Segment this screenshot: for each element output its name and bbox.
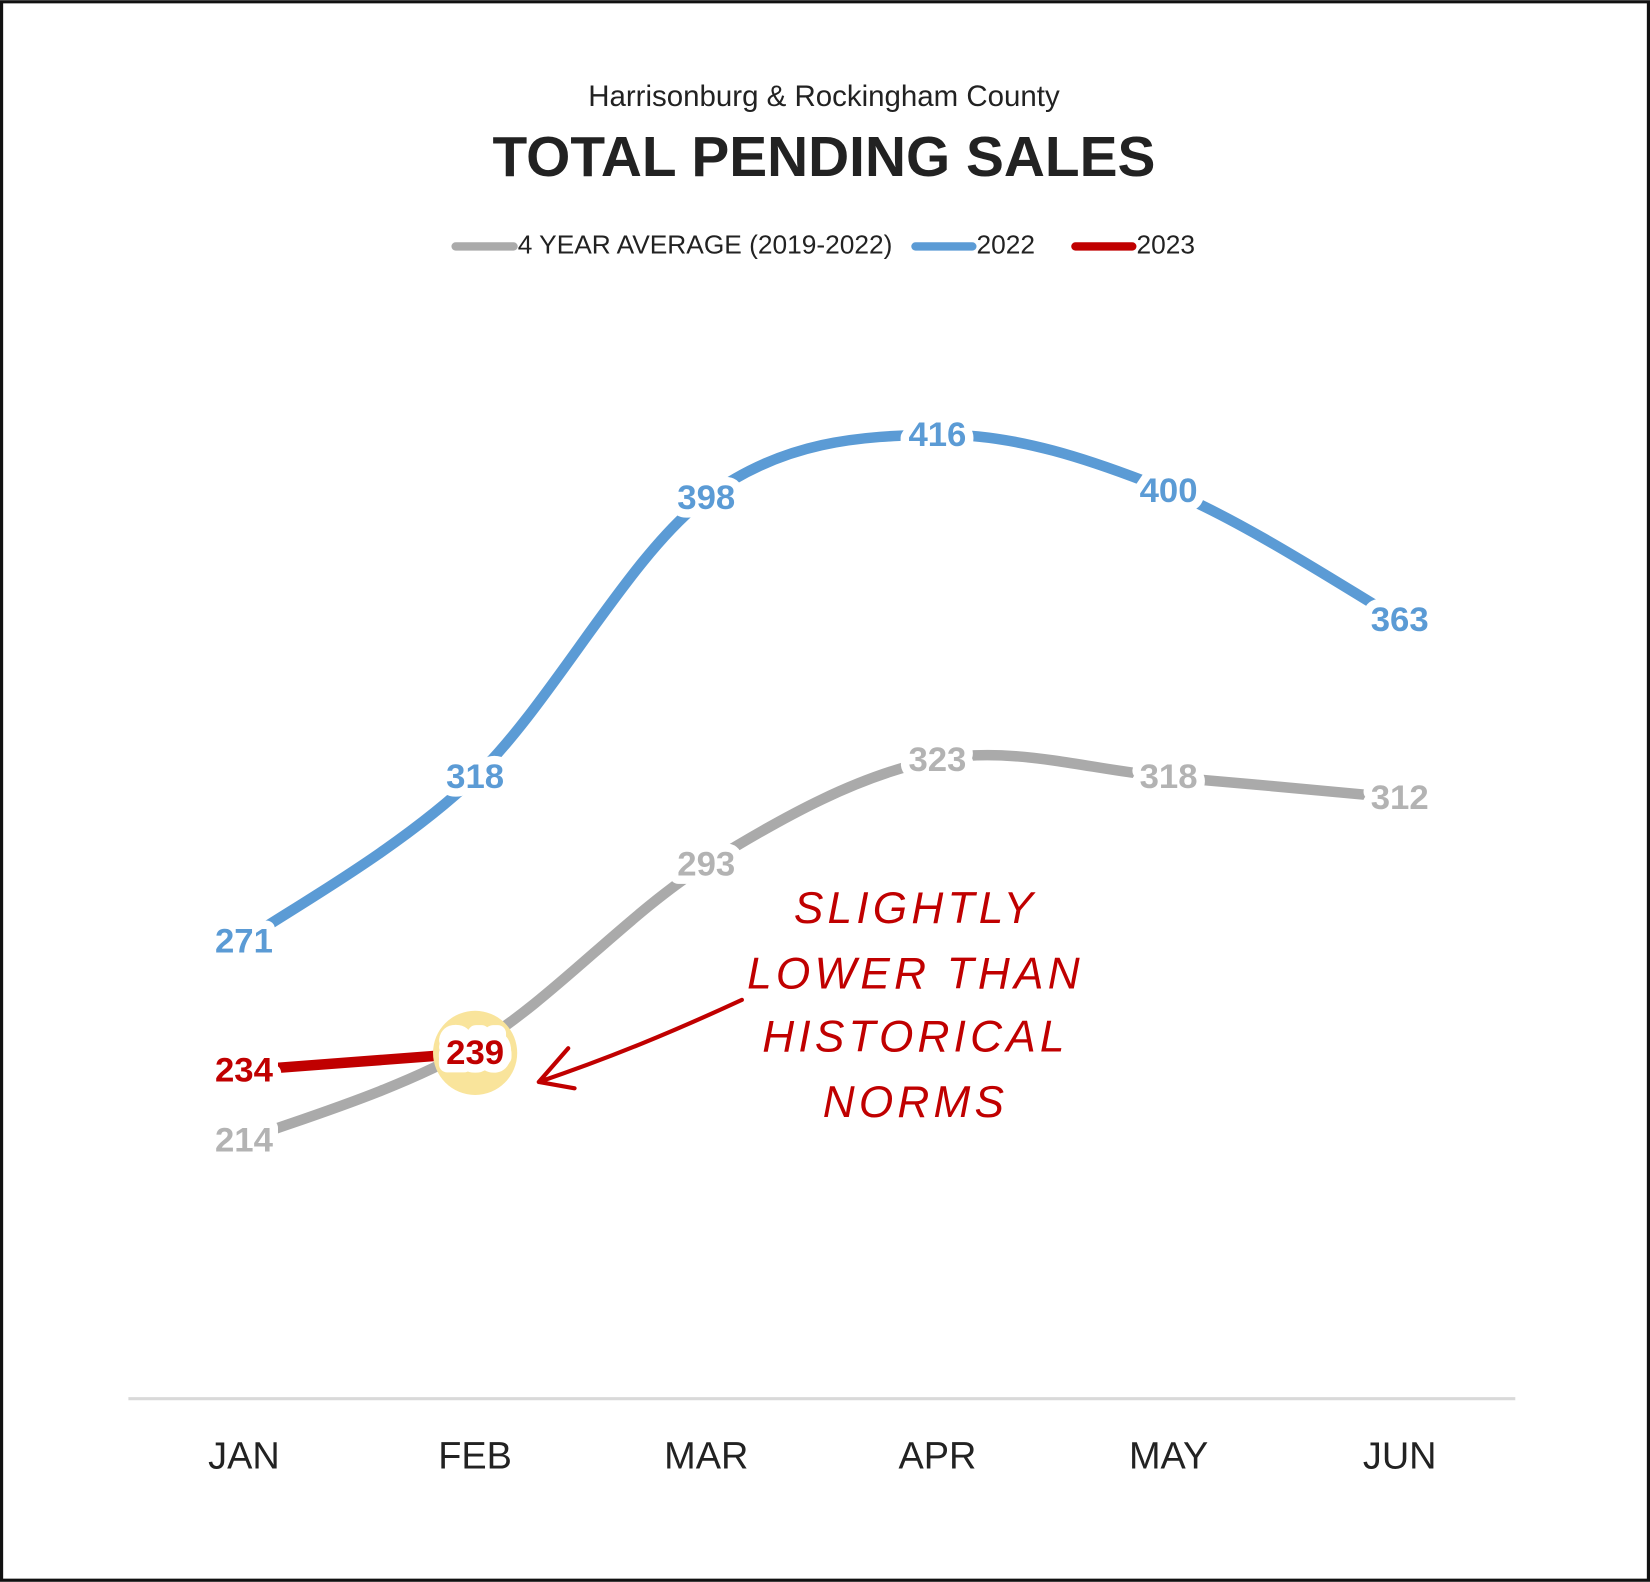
data-label: 312 xyxy=(1371,779,1429,817)
annotation: HISTORICAL xyxy=(762,1013,1068,1062)
data-label: 293 xyxy=(677,846,735,884)
annotation-arrow xyxy=(536,997,744,1091)
annotation: LOWER THAN xyxy=(747,949,1084,998)
x-tick-label: APR xyxy=(898,1436,976,1478)
data-label: 241 xyxy=(446,1027,504,1065)
data-label: 271 xyxy=(215,922,273,960)
annotation: SLIGHTLY xyxy=(794,884,1037,933)
x-tick-label: JAN xyxy=(208,1436,280,1478)
legend-label: 2023 xyxy=(1136,229,1195,259)
chart-title: TOTAL PENDING SALES xyxy=(493,126,1156,189)
legend-label: 4 YEAR AVERAGE (2019-2022) xyxy=(518,229,893,259)
annotation: NORMS xyxy=(823,1078,1009,1127)
x-tick-label: MAY xyxy=(1129,1436,1208,1478)
legend-label: 2022 xyxy=(977,229,1036,259)
data-label: 214 xyxy=(215,1121,274,1159)
data-label: 318 xyxy=(1140,758,1198,796)
data-label: 416 xyxy=(908,416,966,454)
x-tick-label: MAR xyxy=(664,1436,748,1478)
data-label: 323 xyxy=(908,741,966,779)
data-label: 234 xyxy=(215,1052,274,1090)
data-label: 398 xyxy=(677,479,735,517)
chart-subtitle: Harrisonburg & Rockingham County xyxy=(588,80,1060,113)
data-label: 239 xyxy=(446,1034,504,1072)
series-line xyxy=(240,429,1403,946)
data-label: 318 xyxy=(446,758,504,796)
x-tick-label: FEB xyxy=(438,1436,512,1478)
x-tick-label: JUN xyxy=(1363,1436,1437,1478)
highlight xyxy=(433,1010,518,1095)
data-label: 363 xyxy=(1371,601,1429,639)
data-label: 400 xyxy=(1140,472,1198,510)
